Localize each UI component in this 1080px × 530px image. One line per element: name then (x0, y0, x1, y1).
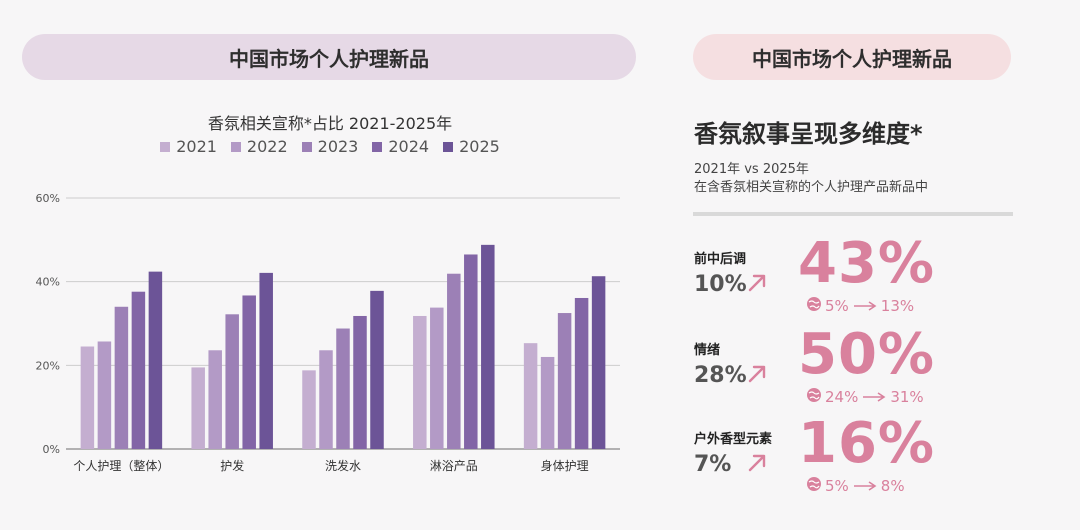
metric-range: 5% 8% (806, 476, 905, 496)
arrow-up-right-icon (746, 363, 768, 389)
chart-title: 香氛相关宣称*占比 2021-2025年 (207, 114, 453, 133)
legend-item-2022: 2022 (230, 137, 288, 156)
x-tick-label: 洗发水 (325, 458, 361, 473)
bar-2025-3 (481, 244, 495, 449)
legend-item-2021: 2021 (160, 137, 217, 156)
metric-card: 前中后调 10% 43% 5% 13% (694, 236, 1014, 338)
bar-2021-2 (302, 370, 316, 449)
bar-2024-2 (353, 315, 367, 449)
y-tick-label: 0% (43, 443, 60, 456)
range-from: 5% (825, 477, 849, 495)
bar-2025-2 (370, 290, 384, 449)
legend-label: 2025 (459, 137, 500, 156)
metric-label: 前中后调 (694, 252, 747, 267)
subtitle-line-1: 2021年 vs 2025年 (694, 162, 809, 177)
bar-chart: 0% 20% 40% 60% 个人护理（整体） 护发 洗发水 淋浴产品 身体护理 (36, 192, 620, 473)
legend-swatch (230, 141, 241, 152)
y-tick-label: 60% (36, 192, 60, 205)
bar-2024-4 (574, 297, 589, 449)
divider (693, 212, 1013, 216)
legend-swatch (160, 141, 171, 152)
globe-icon (806, 387, 822, 407)
bar-2022-3 (430, 307, 444, 449)
bar-2025-1 (259, 272, 273, 449)
bar-2024-3 (464, 254, 478, 449)
y-tick-label: 40% (36, 276, 60, 289)
bar-2023-0 (114, 306, 129, 449)
metric-base-value: 7% (694, 452, 732, 477)
bar-2025-0 (148, 271, 163, 449)
bar-2021-1 (191, 367, 205, 449)
x-tick-label: 个人护理（整体） (73, 458, 169, 473)
metric-label: 户外香型元素 (694, 432, 773, 447)
legend-item-2024: 2024 (372, 137, 429, 156)
metric-big-value: 43% (798, 231, 936, 296)
arrow-right-icon (861, 388, 887, 406)
arrow-up-right-icon (746, 452, 768, 478)
legend-label: 2021 (176, 137, 217, 156)
headline: 香氛叙事呈现多维度* (694, 120, 923, 148)
metric-base-value: 28% (694, 363, 747, 388)
bar-2023-2 (336, 328, 350, 449)
bar-2024-0 (131, 291, 146, 449)
legend-item-2025: 2025 (443, 137, 500, 156)
metric-big-value: 16% (798, 411, 936, 476)
subtitle-line-2: 在含香氛相关宣称的个人护理产品新品中 (694, 180, 929, 195)
metric-big-value: 50% (798, 322, 936, 387)
bar-2025-4 (591, 276, 606, 449)
x-tick-label: 淋浴产品 (430, 459, 478, 473)
bar-2021-4 (523, 343, 538, 449)
bar-2023-1 (225, 314, 239, 449)
legend-label: 2024 (388, 137, 430, 156)
bar-2021-3 (413, 315, 427, 449)
arrow-right-icon (852, 297, 878, 315)
bar-2023-4 (557, 313, 572, 449)
x-tick-label: 护发 (220, 458, 244, 473)
legend-swatch (443, 141, 454, 152)
range-from: 24% (825, 388, 859, 406)
globe-icon (806, 296, 822, 316)
arrow-up-right-icon (746, 272, 768, 298)
bar-2022-0 (97, 341, 112, 449)
range-to: 8% (880, 477, 905, 495)
y-tick-label: 20% (36, 359, 60, 372)
legend-swatch (372, 141, 383, 152)
range-to: 31% (890, 388, 924, 406)
metric-card: 户外香型元素 7% 16% 5% 8% (694, 416, 1014, 518)
chart-legend: 2021 2022 2023 2024 2025 (0, 137, 660, 156)
left-section-header: 中国市场个人护理新品 (22, 34, 636, 80)
x-tick-label: 身体护理 (541, 458, 589, 473)
metric-range: 5% 13% (806, 296, 914, 316)
bar-2022-4 (540, 356, 555, 449)
bar-2022-2 (319, 350, 333, 449)
legend-label: 2023 (317, 137, 359, 156)
metric-card: 情绪 28% 50% 24% 31% (694, 327, 1014, 429)
bar-2024-1 (242, 295, 256, 449)
bar-2021-0 (80, 346, 95, 449)
range-to: 13% (880, 297, 915, 315)
metric-range: 24% 31% (806, 387, 924, 407)
legend-swatch (301, 141, 312, 152)
metric-label: 情绪 (694, 343, 721, 358)
range-from: 5% (825, 297, 849, 315)
bar-2023-3 (447, 273, 461, 449)
legend-item-2023: 2023 (301, 137, 359, 156)
arrow-right-icon (852, 477, 878, 495)
right-section-header: 中国市场个人护理新品 (693, 34, 1011, 80)
globe-icon (806, 476, 822, 496)
metric-base-value: 10% (694, 272, 747, 297)
legend-label: 2022 (246, 137, 288, 156)
bar-2022-1 (208, 350, 222, 449)
